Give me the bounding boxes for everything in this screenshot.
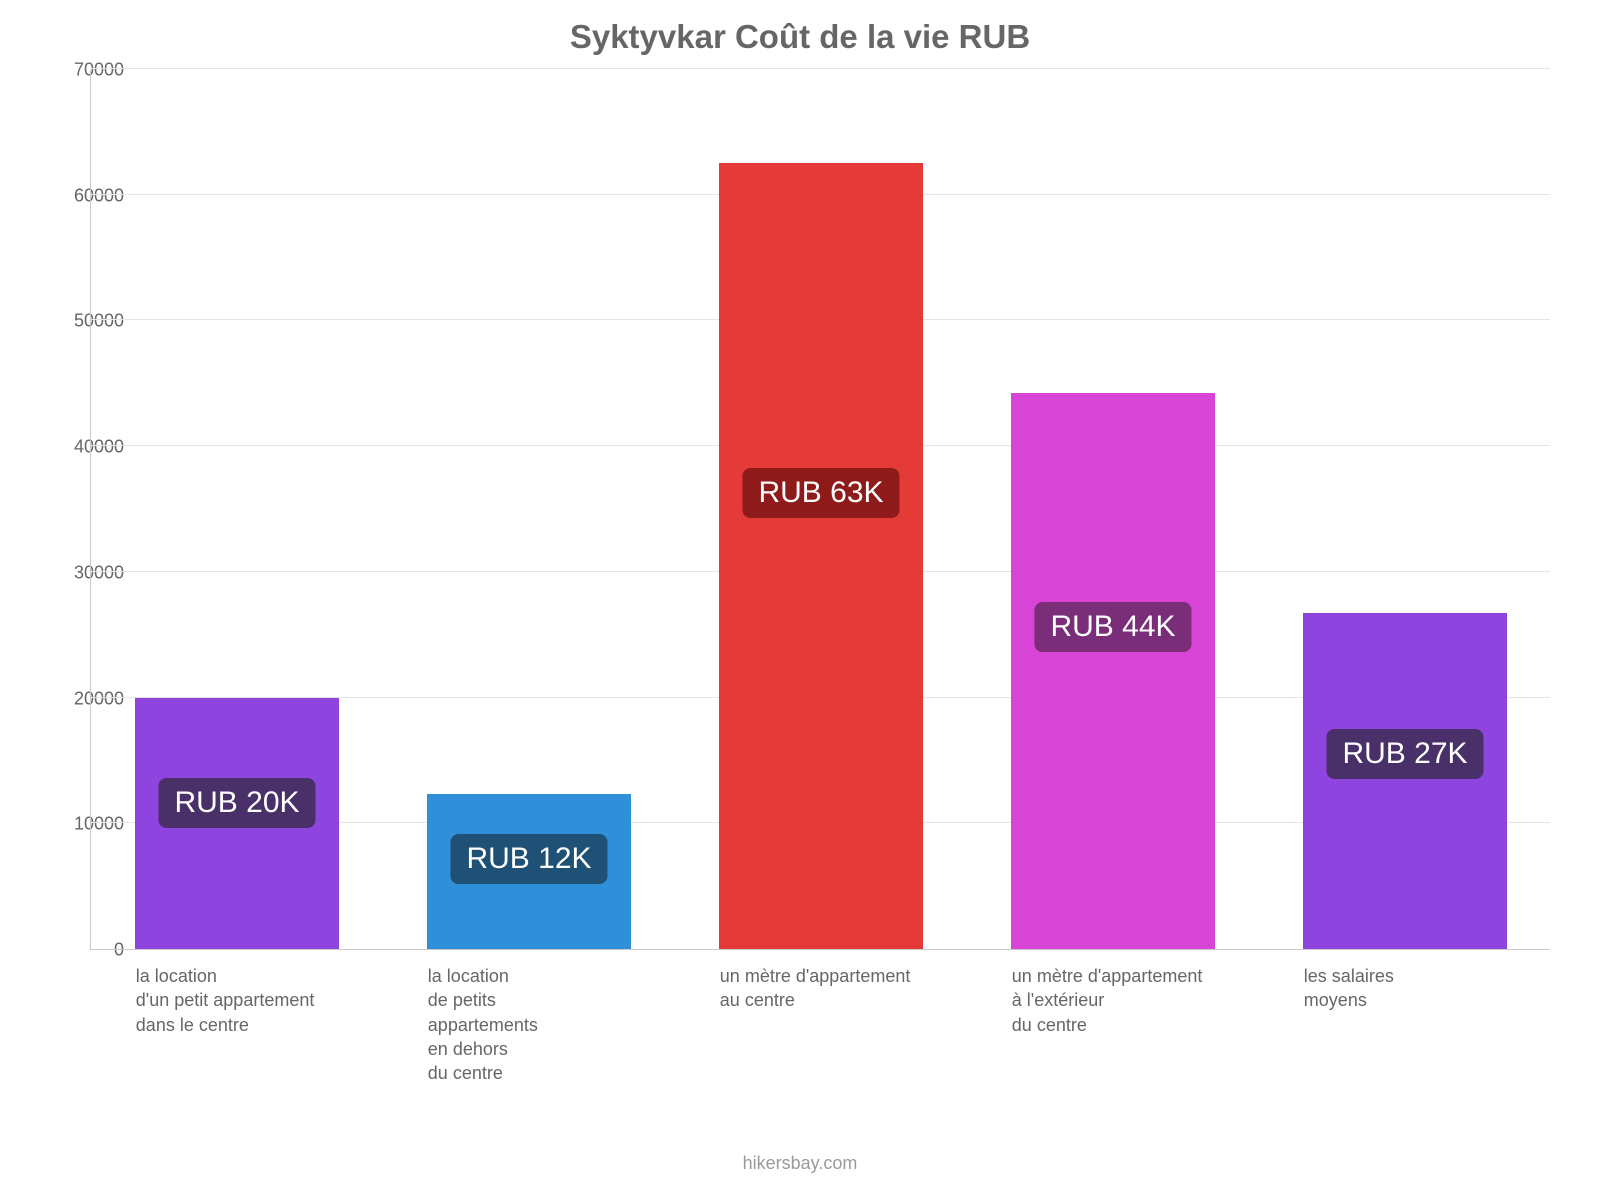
plot-area: RUB 20K RUB 12K RUB 63K RUB 44K RUB 27K xyxy=(90,70,1550,950)
bar: RUB 20K xyxy=(135,698,339,949)
cost-of-living-chart: Syktyvkar Coût de la vie RUB 0 10000 200… xyxy=(0,0,1600,1200)
bar: RUB 63K xyxy=(719,163,923,949)
bars-group: RUB 20K RUB 12K RUB 63K RUB 44K RUB 27K xyxy=(91,70,1550,949)
bar: RUB 27K xyxy=(1303,613,1507,949)
x-axis-label: un mètre d'appartementau centre xyxy=(718,964,922,1013)
x-axis-label: les salairesmoyens xyxy=(1302,964,1506,1013)
bar-value-label: RUB 27K xyxy=(1326,729,1483,779)
bar-value-label: RUB 20K xyxy=(158,778,315,828)
bar-value-label: RUB 12K xyxy=(450,834,607,884)
grid-line xyxy=(91,68,1550,69)
bar: RUB 44K xyxy=(1011,393,1215,949)
source-label: hikersbay.com xyxy=(0,1153,1600,1174)
x-axis-label: la locationd'un petit appartementdans le… xyxy=(134,964,338,1037)
bar-value-label: RUB 44K xyxy=(1034,602,1191,652)
x-axis-label: la locationde petitsappartementsen dehor… xyxy=(426,964,630,1085)
x-axis-label: un mètre d'appartementà l'extérieurdu ce… xyxy=(1010,964,1214,1037)
chart-title: Syktyvkar Coût de la vie RUB xyxy=(0,18,1600,56)
bar-value-label: RUB 63K xyxy=(742,468,899,518)
bar: RUB 12K xyxy=(427,794,631,949)
